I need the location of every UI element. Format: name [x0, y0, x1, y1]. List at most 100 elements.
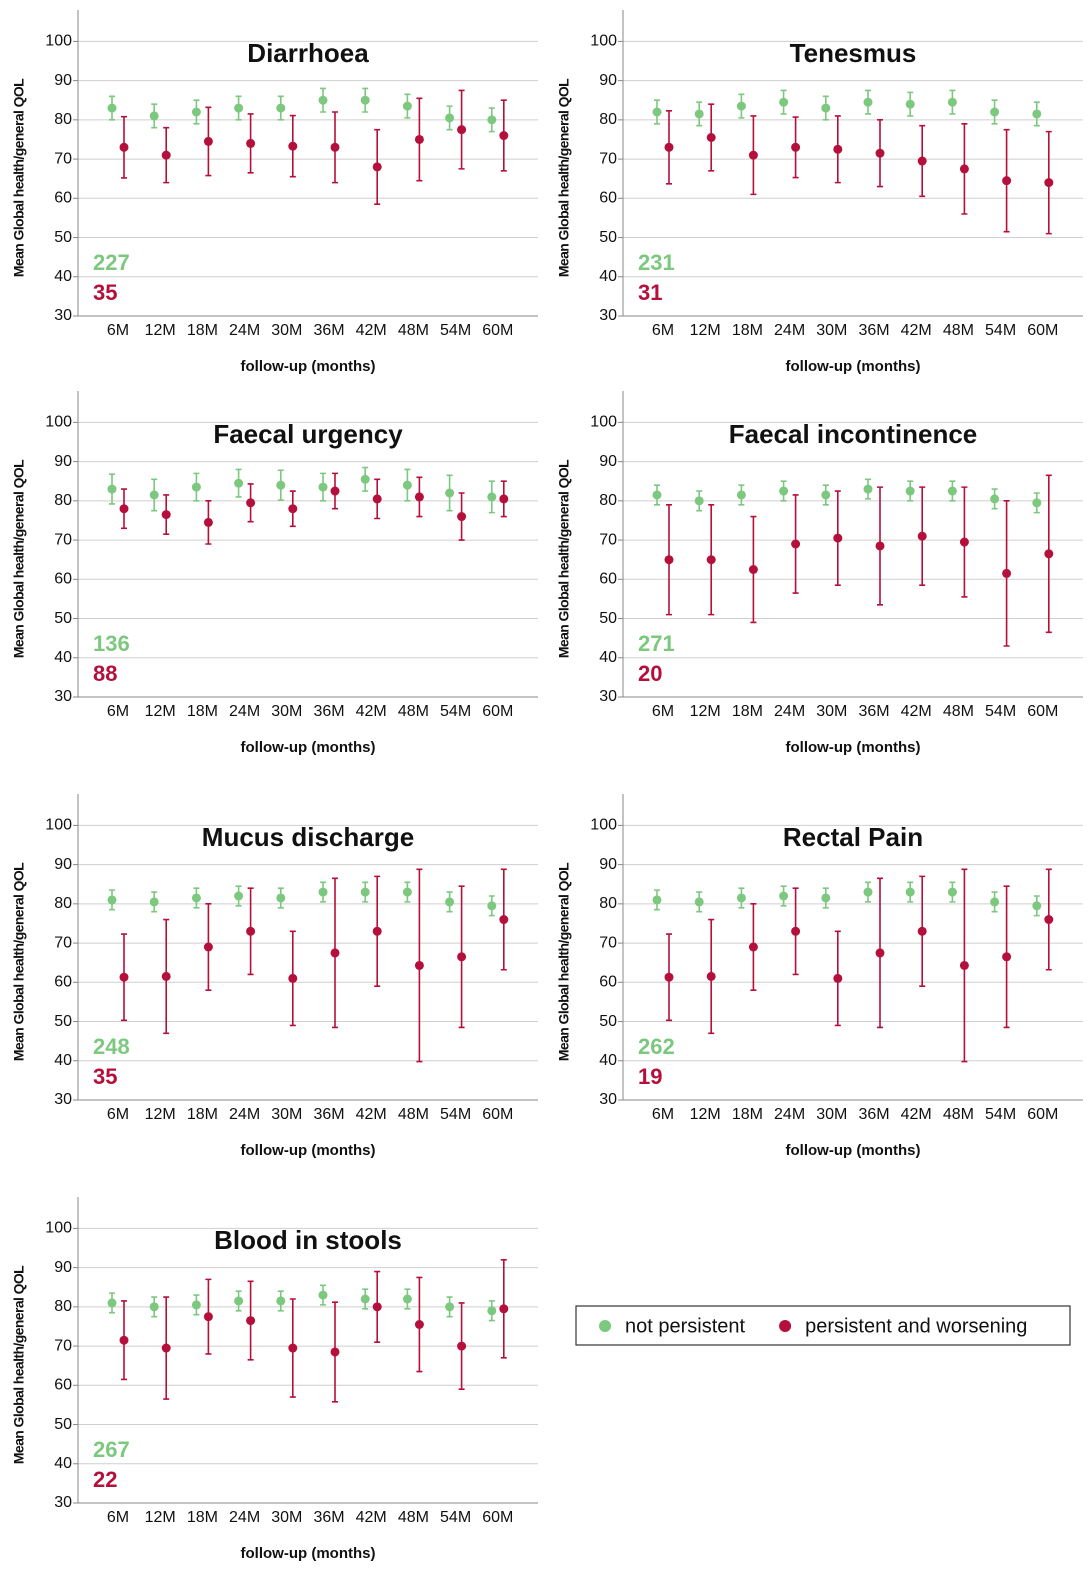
- mean-dot: [487, 115, 497, 125]
- mean-dot: [276, 1296, 286, 1306]
- x-tick-label: 24M: [229, 703, 260, 720]
- x-tick-label: 30M: [271, 322, 302, 339]
- count-label: 267: [93, 1437, 130, 1462]
- x-tick-label: 24M: [229, 1106, 260, 1123]
- mean-dot: [748, 942, 758, 952]
- x-tick-label: 36M: [313, 1509, 344, 1526]
- x-tick-label: 48M: [398, 703, 429, 720]
- x-tick-label: 24M: [774, 322, 805, 339]
- mean-dot: [863, 887, 873, 897]
- x-axis-label: follow-up (months): [786, 358, 921, 375]
- chart-panel: 30 40 50 60 70 80 90 100 6M 12M 18M 24M 30M 36M 42M 48M…: [556, 10, 1083, 375]
- y-tick-label: 100: [590, 817, 617, 834]
- x-tick-label: 36M: [313, 322, 344, 339]
- chart-panel: 30 40 50 60 70 80 90 100 6M 12M 18M 24M 30M 36M 42M 48M…: [11, 10, 538, 375]
- y-tick-label: 50: [599, 1013, 617, 1030]
- mean-dot: [372, 162, 382, 172]
- x-tick-label: 54M: [440, 1106, 471, 1123]
- x-tick-label: 48M: [398, 1106, 429, 1123]
- y-tick-label: 50: [599, 610, 617, 627]
- mean-dot: [706, 971, 716, 981]
- mean-dot: [779, 891, 789, 901]
- y-tick-label: 30: [54, 1091, 72, 1108]
- x-tick-label: 54M: [440, 1509, 471, 1526]
- count-label: 231: [638, 250, 675, 275]
- mean-dot: [1032, 498, 1042, 508]
- mean-dot: [330, 1347, 340, 1357]
- mean-dot: [149, 490, 159, 500]
- mean-dot: [119, 142, 129, 152]
- mean-dot: [402, 887, 412, 897]
- mean-dot: [694, 496, 704, 506]
- mean-dot: [203, 1312, 213, 1322]
- x-tick-label: 42M: [901, 322, 932, 339]
- mean-dot: [791, 539, 801, 549]
- y-tick-label: 90: [54, 72, 72, 89]
- x-tick-label: 48M: [943, 322, 974, 339]
- y-tick-label: 70: [599, 934, 617, 951]
- mean-dot: [1044, 549, 1054, 559]
- y-tick-label: 90: [599, 72, 617, 89]
- legend: not persistent persistent and worsening: [575, 1305, 1071, 1346]
- mean-dot: [402, 480, 412, 490]
- mean-dot: [288, 1343, 298, 1353]
- x-tick-label: 6M: [107, 1509, 129, 1526]
- y-tick-label: 70: [599, 531, 617, 548]
- x-tick-label: 42M: [901, 703, 932, 720]
- x-tick-label: 6M: [652, 703, 674, 720]
- mean-dot: [161, 1343, 171, 1353]
- y-tick-label: 90: [599, 856, 617, 873]
- y-axis-label: Mean Global health/general QOL: [11, 1265, 27, 1464]
- mean-dot: [372, 494, 382, 504]
- mean-dot: [1002, 952, 1012, 962]
- mean-dot: [360, 474, 370, 484]
- legend-swatch: [599, 1320, 611, 1332]
- y-tick-label: 100: [45, 33, 72, 50]
- mean-dot: [445, 113, 455, 123]
- mean-dot: [905, 99, 915, 109]
- mean-dot: [664, 555, 674, 565]
- y-tick-label: 30: [599, 1091, 617, 1108]
- mean-dot: [330, 948, 340, 958]
- x-tick-label: 6M: [107, 1106, 129, 1123]
- x-tick-label: 18M: [732, 1106, 763, 1123]
- y-tick-label: 50: [599, 229, 617, 246]
- mean-dot: [149, 897, 159, 907]
- x-tick-label: 36M: [313, 703, 344, 720]
- mean-dot: [1002, 176, 1012, 186]
- y-tick-label: 80: [599, 895, 617, 912]
- x-tick-label: 6M: [107, 703, 129, 720]
- mean-dot: [1032, 901, 1042, 911]
- y-tick-label: 40: [54, 649, 72, 666]
- count-label: 35: [93, 280, 117, 305]
- y-tick-label: 60: [599, 190, 617, 207]
- count-label: 22: [93, 1467, 117, 1492]
- x-tick-label: 42M: [901, 1106, 932, 1123]
- mean-dot: [276, 480, 286, 490]
- mean-dot: [947, 887, 957, 897]
- mean-dot: [875, 541, 885, 551]
- x-tick-label: 60M: [482, 1106, 513, 1123]
- mean-dot: [487, 1306, 497, 1316]
- y-tick-label: 40: [54, 268, 72, 285]
- y-tick-label: 50: [54, 1416, 72, 1433]
- x-tick-label: 36M: [858, 703, 889, 720]
- y-axis-label: Mean Global health/general QOL: [11, 862, 27, 1061]
- chart-title: Blood in stools: [214, 1225, 402, 1255]
- chart-title: Mucus discharge: [202, 822, 414, 852]
- mean-dot: [107, 1298, 117, 1308]
- y-tick-label: 100: [590, 33, 617, 50]
- mean-dot: [161, 971, 171, 981]
- mean-dot: [203, 942, 213, 952]
- mean-dot: [402, 101, 412, 111]
- mean-dot: [402, 1294, 412, 1304]
- count-label: 227: [93, 250, 130, 275]
- x-tick-label: 60M: [1027, 322, 1058, 339]
- chart-title: Faecal urgency: [213, 419, 403, 449]
- x-tick-label: 6M: [107, 322, 129, 339]
- x-tick-label: 54M: [440, 322, 471, 339]
- x-tick-label: 24M: [774, 1106, 805, 1123]
- mean-dot: [246, 498, 256, 508]
- mean-dot: [917, 156, 927, 166]
- mean-dot: [330, 486, 340, 496]
